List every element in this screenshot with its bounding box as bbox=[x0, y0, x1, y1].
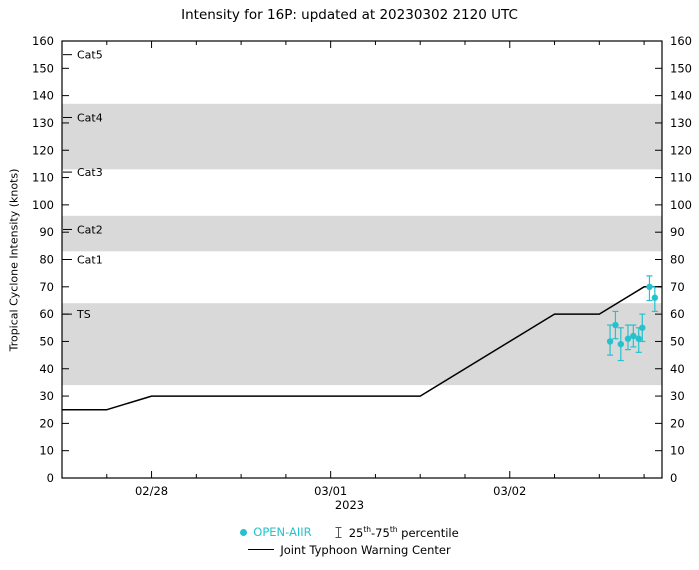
category-label: Cat2 bbox=[77, 223, 103, 236]
open-aiir-point bbox=[639, 324, 646, 331]
jtwc-intensity-line bbox=[62, 286, 662, 411]
y-tick-label-left: 70 bbox=[39, 280, 54, 294]
x-tick-label: 02/28 bbox=[135, 484, 168, 498]
error-bar-icon bbox=[335, 526, 342, 538]
chart-title: Intensity for 16P: updated at 20230302 2… bbox=[181, 7, 518, 23]
y-tick-label-right: 70 bbox=[670, 280, 685, 294]
y-tick-label-left: 80 bbox=[39, 253, 54, 267]
y-tick-label-right: 40 bbox=[670, 362, 685, 376]
legend-row-1: OPEN-AIIR 25th-75th percentile bbox=[240, 525, 459, 540]
open-aiir-point bbox=[612, 321, 619, 329]
TS-band bbox=[62, 303, 662, 386]
open-aiir-point bbox=[606, 338, 614, 345]
y-tick-label-right: 100 bbox=[670, 198, 692, 212]
y-tick-label-left: 140 bbox=[32, 89, 54, 103]
open-aiir-point bbox=[617, 340, 625, 348]
x-tick-label: 03/01 bbox=[314, 484, 347, 498]
open-aiir-point bbox=[630, 332, 637, 340]
y-tick-label-left: 50 bbox=[39, 334, 54, 348]
y-tick-label-right: 10 bbox=[670, 444, 685, 458]
y-tick-label-right: 0 bbox=[670, 471, 677, 485]
category-label: Cat1 bbox=[77, 254, 103, 267]
Cat4-band bbox=[62, 103, 662, 170]
y-tick-label-left: 60 bbox=[39, 307, 54, 321]
y-tick-label-right: 50 bbox=[670, 334, 685, 348]
y-tick-label-right: 120 bbox=[670, 143, 692, 157]
y-tick-label-left: 100 bbox=[32, 198, 54, 212]
y-tick-label-right: 130 bbox=[670, 116, 692, 130]
open-aiir-point bbox=[651, 294, 659, 301]
legend-item-open-aiir: OPEN-AIIR bbox=[240, 525, 312, 540]
legend: OPEN-AIIR 25th-75th percentile Joint Typ… bbox=[0, 525, 699, 557]
y-tick-label-right: 80 bbox=[670, 253, 685, 267]
y-tick-label-right: 30 bbox=[670, 389, 685, 403]
category-label: Cat4 bbox=[77, 111, 103, 124]
y-tick-label-left: 160 bbox=[32, 34, 54, 48]
y-tick-label-right: 20 bbox=[670, 416, 685, 430]
Cat2-band bbox=[62, 215, 662, 252]
legend-label-percentile: 25th-75th percentile bbox=[348, 525, 459, 540]
legend-label-open-aiir: OPEN-AIIR bbox=[253, 525, 312, 540]
open-aiir-point bbox=[646, 283, 653, 291]
y-tick-label-right: 110 bbox=[670, 171, 692, 185]
category-label: Cat3 bbox=[77, 166, 103, 179]
legend-item-jtwc: Joint Typhoon Warning Center bbox=[248, 542, 451, 557]
y-tick-label-left: 110 bbox=[32, 171, 54, 185]
category-label: Cat5 bbox=[77, 49, 103, 62]
x-axis-label: 2023 bbox=[334, 498, 365, 512]
y-tick-label-left: 10 bbox=[39, 444, 54, 458]
category-label: TS bbox=[76, 308, 91, 321]
y-tick-label-left: 130 bbox=[32, 116, 54, 130]
y-tick-label-left: 30 bbox=[39, 389, 54, 403]
y-tick-label-left: 0 bbox=[47, 471, 54, 485]
y-tick-label-left: 150 bbox=[32, 61, 54, 75]
y-tick-label-left: 20 bbox=[39, 416, 54, 430]
y-axis-label: Tropical Cyclone Intensity (knots) bbox=[7, 168, 21, 352]
y-tick-label-right: 140 bbox=[670, 89, 692, 103]
legend-label-jtwc: Joint Typhoon Warning Center bbox=[280, 542, 451, 557]
y-tick-label-right: 90 bbox=[670, 225, 685, 239]
y-tick-label-left: 90 bbox=[39, 225, 54, 239]
x-tick-label: 03/02 bbox=[493, 484, 526, 498]
y-tick-label-right: 160 bbox=[670, 34, 692, 48]
open-aiir-point bbox=[624, 335, 632, 342]
y-tick-label-right: 150 bbox=[670, 61, 692, 75]
open-aiir-marker-icon bbox=[240, 528, 248, 536]
jtwc-line-icon bbox=[248, 549, 275, 551]
legend-row-2: Joint Typhoon Warning Center bbox=[248, 542, 451, 557]
open-aiir-point bbox=[635, 335, 642, 342]
y-tick-label-left: 120 bbox=[32, 143, 54, 157]
y-tick-label-right: 60 bbox=[670, 307, 685, 321]
legend-item-percentile: 25th-75th percentile bbox=[334, 525, 459, 540]
y-tick-label-left: 40 bbox=[39, 362, 54, 376]
